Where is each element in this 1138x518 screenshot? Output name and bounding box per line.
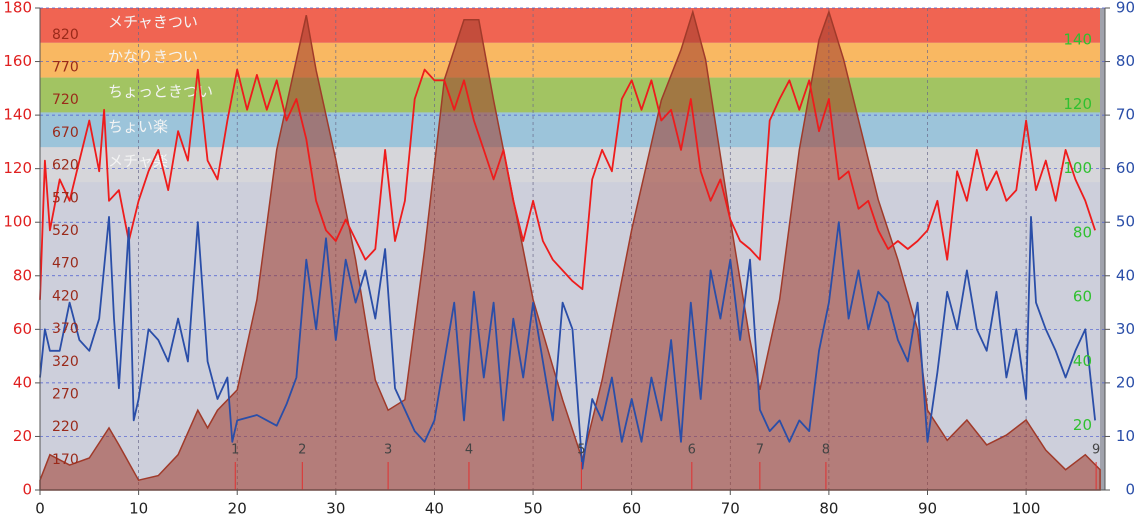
cadence-tick-label: 40 [1073,352,1092,370]
zone-label: メチャきつい [108,13,198,31]
lap-label: 8 [822,443,830,458]
y-tick-label: 0 [22,481,32,499]
y2-tick-label: 30 [1116,320,1135,338]
zone-band [40,8,1100,43]
y2-tick-label: 60 [1116,159,1135,177]
zone-band [40,147,1100,183]
y2-tick-label: 0 [1125,481,1135,499]
elevation-tick-label: 370 [52,321,79,337]
elevation-tick-label: 220 [52,419,79,435]
x-tick-label: 50 [524,500,543,518]
zone-band [40,42,1100,78]
y-tick-label: 40 [13,373,32,391]
elevation-tick-label: 270 [52,387,79,403]
zone-label: ちょっときつい [108,83,213,101]
y-tick-label: 20 [13,427,32,445]
x-tick-label: 20 [228,500,247,518]
lap-label: 1 [231,443,239,458]
x-tick-label: 10 [129,500,148,518]
lap-label: 2 [298,443,306,458]
cadence-tick-label: 100 [1063,159,1092,177]
lap-label: 3 [384,443,392,458]
lap-label: 7 [756,443,764,458]
y2-tick-label: 40 [1116,266,1135,284]
elevation-tick-label: 320 [52,354,79,370]
x-tick-label: 100 [1012,500,1041,518]
elevation-tick-label: 570 [52,190,79,206]
lap-label: 5 [577,443,585,458]
elevation-tick-label: 720 [52,92,79,108]
y2-tick-label: 70 [1116,106,1135,124]
y-tick-label: 120 [3,159,32,177]
cadence-tick-label: 60 [1073,288,1092,306]
elevation-tick-label: 520 [52,223,79,239]
elevation-tick-label: 670 [52,125,79,141]
y-tick-label: 140 [3,106,32,124]
lap-label: 4 [465,443,473,458]
x-tick-label: 70 [721,500,740,518]
y-tick-label: 160 [3,52,32,70]
zone-label: メチャ楽 [108,152,168,170]
elevation-tick-label: 620 [52,158,79,174]
y2-tick-label: 80 [1116,52,1135,70]
y2-tick-label: 90 [1116,0,1135,17]
elevation-tick-label: 820 [52,27,79,43]
cadence-tick-label: 80 [1073,223,1092,241]
x-tick-label: 30 [326,500,345,518]
y2-tick-label: 50 [1116,213,1135,231]
y-tick-label: 80 [13,266,32,284]
zone-label: かなりきつい [108,48,198,66]
y2-tick-label: 10 [1116,427,1135,445]
elevation-tick-label: 470 [52,256,79,272]
elevation-tick-label: 170 [52,452,79,468]
zone-band [40,112,1100,148]
lap-label: 6 [688,443,696,458]
series-line [39,68,1096,300]
lap-label: 9 [1092,443,1100,458]
y-tick-label: 180 [3,0,32,17]
cadence-tick-label: 20 [1073,416,1092,434]
x-tick-label: 90 [918,500,937,518]
x-tick-label: 0 [35,500,45,518]
x-tick-label: 60 [622,500,641,518]
x-tick-label: 40 [425,500,444,518]
elevation-tick-label: 420 [52,288,79,304]
y-tick-label: 100 [3,213,32,231]
plot-edge [1100,8,1105,490]
zone-band [40,77,1100,113]
y2-tick-label: 20 [1116,373,1135,391]
cadence-tick-label: 120 [1063,95,1092,113]
y-tick-label: 60 [13,320,32,338]
series-line [39,216,1096,470]
cadence-tick-label: 140 [1063,31,1092,49]
elevation-tick-label: 770 [52,60,79,76]
x-tick-label: 80 [819,500,838,518]
zone-label: ちょい楽 [108,117,168,135]
